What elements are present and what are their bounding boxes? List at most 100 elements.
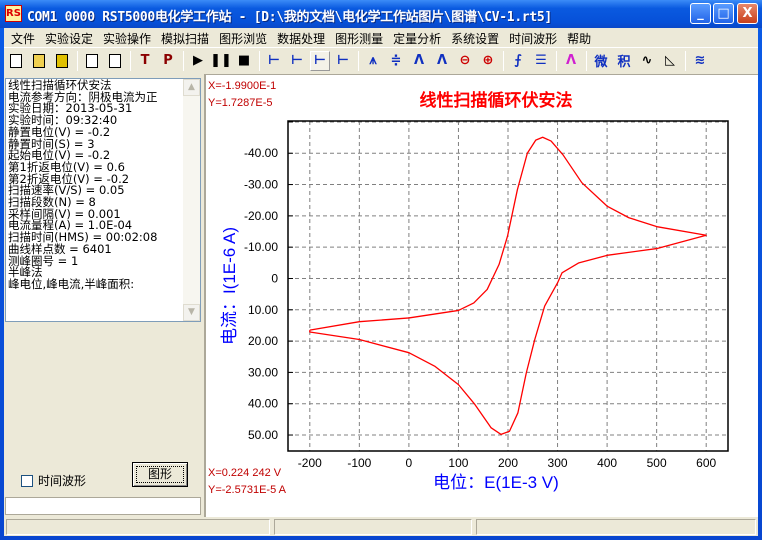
peak-compress-icon: ≑ <box>390 53 402 68</box>
status-pane-2 <box>274 519 472 535</box>
measure-button[interactable]: ◺ <box>660 51 680 71</box>
info-panel: 线性扫描循环伏安法 电流参考方向：阴极电流为正 实验日期：2013-05-31 实验时… <box>4 74 205 518</box>
multi-peak-button[interactable]: Λ <box>561 51 581 71</box>
settings-button[interactable]: ≋ <box>690 51 710 71</box>
zoom-out-button[interactable]: ⊖ <box>455 51 475 71</box>
info-line: 实验时间：09:32:40 <box>8 113 118 128</box>
play-button[interactable]: ▶ <box>188 51 208 71</box>
toolbar-separator <box>358 50 359 71</box>
menu-0[interactable]: 文件 <box>11 32 36 46</box>
experiment-info-list[interactable]: 线性扫描循环伏安法 电流参考方向：阴极电流为正 实验日期：2013-05-31 实验时… <box>5 78 201 322</box>
peak-vertical-scale-button[interactable]: ⩚ <box>363 51 383 71</box>
menu-5[interactable]: 数据处理 <box>277 32 326 46</box>
info-line: 峰电位,峰电流,半峰面积: <box>8 276 135 291</box>
plot-panel[interactable]: -200 -100 0 100 200 300 400 500 600 -40.00 -30.00 -… <box>204 74 758 517</box>
differentiate-icon: 微 <box>594 55 608 70</box>
curve-cursor-button[interactable]: ⨍ <box>508 51 528 71</box>
info-line: 线性扫描循环伏安法 <box>8 78 112 92</box>
copy-button[interactable] <box>82 51 102 71</box>
print-icon <box>109 53 121 68</box>
menu-10[interactable]: 帮助 <box>567 32 592 46</box>
stop-button[interactable]: ■ <box>234 51 254 71</box>
menu-4[interactable]: 图形浏览 <box>219 32 268 46</box>
zoom-out-icon: ⊖ <box>459 53 471 68</box>
play-icon: ▶ <box>193 53 203 68</box>
axis-4-icon: ⊢ <box>337 53 349 68</box>
y-tick-label: 30.00 <box>248 365 278 379</box>
client-area: 文件 实验设定 实验操作 模拟扫描 图形浏览 数据处理 图形测量 定量分析 系统设置 时间波形 帮助… <box>4 28 758 536</box>
maximize-button[interactable]: □ <box>713 3 734 24</box>
menu-8[interactable]: 系统设置 <box>451 32 500 46</box>
toolbar-separator <box>685 50 686 71</box>
toolbar-separator <box>183 50 184 71</box>
menu-7[interactable]: 定量分析 <box>393 32 442 46</box>
save-disk-button[interactable] <box>52 51 72 71</box>
menu-3[interactable]: 模拟扫描 <box>161 32 210 46</box>
axis-4-button[interactable]: ⊢ <box>333 51 353 71</box>
x-tick-label: -200 <box>298 456 322 470</box>
save-disk-icon <box>56 53 68 68</box>
peak-box-button[interactable]: Λ <box>409 51 429 71</box>
settings-icon: ≋ <box>694 53 706 68</box>
axis-2-button[interactable]: ⊢ <box>287 51 307 71</box>
zoom-in-button[interactable]: ⊕ <box>478 51 498 71</box>
open-folder-button[interactable] <box>29 51 49 71</box>
new-file-button[interactable] <box>6 51 26 71</box>
menu-6[interactable]: 图形测量 <box>335 32 384 46</box>
close-button[interactable]: X <box>737 3 758 24</box>
print-button[interactable] <box>105 51 125 71</box>
menu-9[interactable]: 时间波形 <box>509 32 558 46</box>
pause-button[interactable]: ❚❚ <box>210 51 232 71</box>
differentiate-button[interactable]: 微 <box>591 51 611 71</box>
menu-2[interactable]: 实验操作 <box>103 32 152 46</box>
title-bar[interactable]: RS COM1 0000 RST5000电化学工作站 - [D:\我的文档\电化… <box>0 0 762 28</box>
x-tick-label: 200 <box>498 456 518 470</box>
peak-box-2-icon: Λ <box>436 53 448 68</box>
time-waveform-checkbox[interactable]: 时间波形 <box>21 472 86 489</box>
cv-curve[interactable] <box>309 136 707 436</box>
data-table-button[interactable]: ☰ <box>531 51 551 71</box>
x-tick-label: 400 <box>597 456 617 470</box>
minimize-button[interactable]: _ <box>690 3 711 24</box>
info-line: 静置电位(V) = -0.2 <box>8 124 111 139</box>
status-pane-3 <box>476 519 756 535</box>
y-tick-label: 40.00 <box>248 397 278 411</box>
scroll-up-icon[interactable]: ▲ <box>183 79 200 96</box>
data-table-icon: ☰ <box>535 53 547 68</box>
axis-3-button[interactable]: ⊢ <box>310 50 330 71</box>
P-button[interactable]: P <box>158 51 178 71</box>
scroll-down-icon[interactable]: ▼ <box>183 304 200 321</box>
graph-button-label: 图形 <box>136 466 184 483</box>
info-lines: 线性扫描循环伏安法 电流参考方向：阴极电流为正 实验日期：2013-05-31 实验时… <box>8 78 158 291</box>
open-folder-icon <box>33 53 45 68</box>
info-line: 实验日期：2013-05-31 <box>8 101 133 116</box>
axis-1-button[interactable]: ⊢ <box>264 51 284 71</box>
x-tick-label: 300 <box>548 456 568 470</box>
smooth-button[interactable]: ∿ <box>637 51 657 71</box>
cv-chart[interactable]: -200 -100 0 100 200 300 400 500 600 -40.00 -30.00 -… <box>206 75 760 518</box>
graph-button[interactable]: 图形 <box>132 462 188 487</box>
info-line: 半峰法 <box>8 265 43 280</box>
checkbox-icon[interactable] <box>21 474 33 487</box>
new-file-icon <box>10 53 22 68</box>
T-icon: T <box>140 53 150 68</box>
toolbar-separator <box>130 50 131 71</box>
info-line: 扫描时间(HMS) = 00:02:08 <box>8 230 158 245</box>
status-bar <box>4 518 758 536</box>
y-tick-label: -20.00 <box>244 209 278 223</box>
x-tick-label: 600 <box>696 456 716 470</box>
peak-compress-button[interactable]: ≑ <box>386 51 406 71</box>
stop-icon: ■ <box>237 53 251 68</box>
vertical-scrollbar[interactable]: ▲ ▼ <box>183 79 200 321</box>
peak-box-2-button[interactable]: Λ <box>432 51 452 71</box>
menu-bar: 文件 实验设定 实验操作 模拟扫描 图形浏览 数据处理 图形测量 定量分析 系统设置 时间波形 帮助 <box>4 28 758 46</box>
integrate-button[interactable]: 积 <box>614 51 634 71</box>
P-icon: P <box>163 53 173 68</box>
multi-peak-icon: Λ <box>565 53 577 68</box>
T-button[interactable]: T <box>135 51 155 71</box>
pause-icon: ❚❚ <box>210 53 232 68</box>
command-input[interactable] <box>5 497 201 515</box>
menu-1[interactable]: 实验设定 <box>45 32 94 46</box>
toolbar: T P ▶ ❚❚ ■ ⊢ ⊢ ⊢ ⊢ ⩚ ≑ Λ Λ ⊖ ⊕ ⨍ ☰ Λ 微积 ∿ ◺ ≋ <box>4 47 758 73</box>
